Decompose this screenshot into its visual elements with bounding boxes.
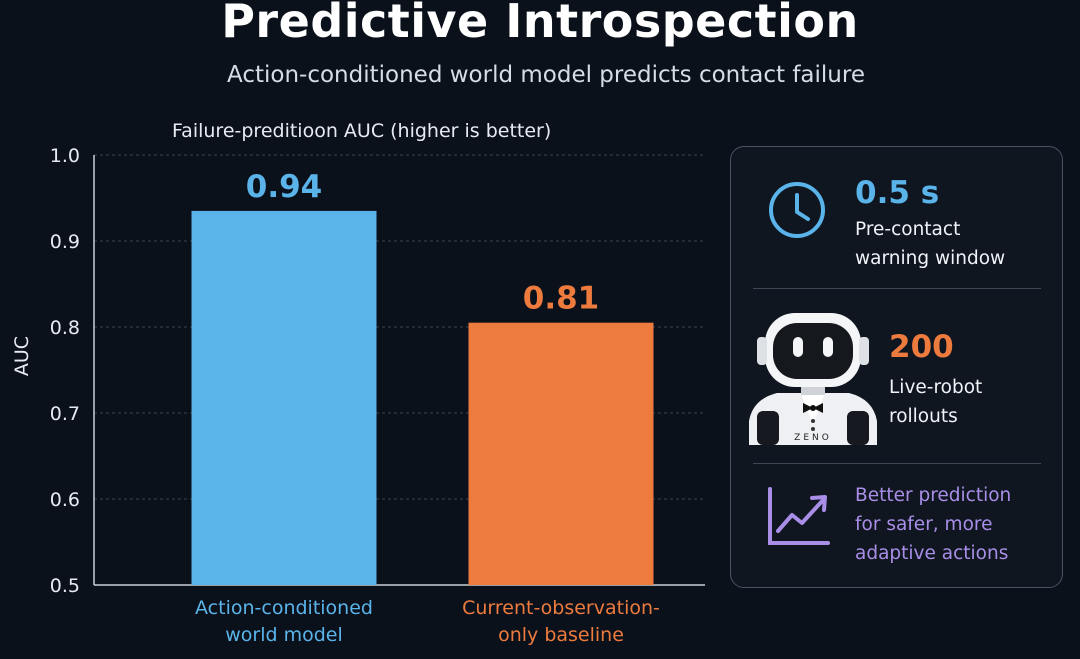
y-tick-label: 0.6 (50, 489, 80, 511)
y-tick-label: 1.0 (50, 145, 80, 167)
bar (468, 322, 654, 585)
bar (191, 210, 377, 585)
rollouts-value: 200 (889, 329, 954, 365)
panel-divider (753, 288, 1041, 289)
bar-value-label: 0.81 (523, 281, 600, 317)
warning-window-label: Pre-contact warning window (855, 219, 1006, 269)
y-tick-label: 0.8 (50, 317, 80, 339)
benefit-note: Better prediction for safer, more adapti… (855, 485, 1012, 564)
page-subtitle: Action-conditioned world model predicts … (227, 62, 865, 88)
y-tick-label: 0.7 (50, 403, 80, 425)
y-axis-label: AUC (11, 336, 33, 376)
x-category-label: only baseline (498, 624, 624, 646)
panel-divider (753, 463, 1041, 464)
bar-value-label: 0.94 (246, 169, 323, 205)
trend-chart-icon (768, 487, 830, 545)
x-category-label: world model (225, 624, 343, 646)
robot-icon: ZENO (749, 313, 877, 445)
clock-icon (769, 182, 825, 238)
chart-title: Failure-preditioon AUC (higher is better… (172, 120, 552, 142)
page-title: Predictive Introspection (221, 0, 859, 48)
auc-bar-chart: 0.5 0.6 0.7 0.8 0.9 1.0 0.94 Action-conditioned… (11, 145, 705, 646)
x-category-label: Action-conditioned (195, 597, 373, 619)
y-tick-label: 0.5 (50, 575, 80, 597)
robot-label: ZENO (794, 433, 832, 443)
warning-window-value: 0.5 s (855, 175, 940, 211)
rollouts-label: Live-robot rollouts (889, 377, 983, 427)
y-tick-label: 0.9 (50, 231, 80, 253)
stats-panel: 0.5 s Pre-contact warning window ZENO 20… (730, 146, 1063, 588)
x-category-label: Current-observation- (462, 597, 660, 619)
